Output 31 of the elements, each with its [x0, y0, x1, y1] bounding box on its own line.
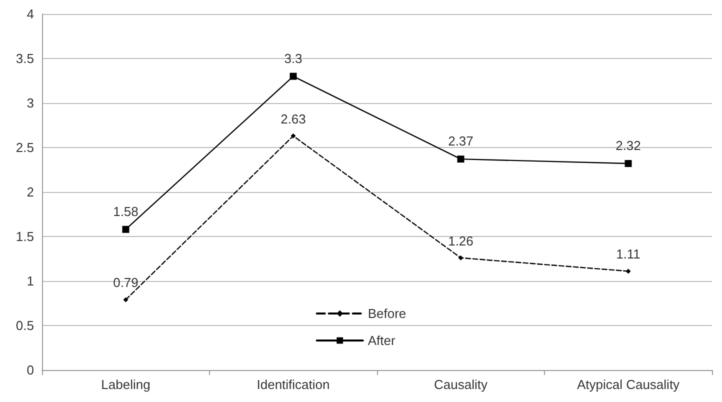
data-label: 1.11 [616, 246, 640, 262]
x-tick-label: Atypical Causality [576, 377, 680, 392]
data-label: 3.3 [284, 50, 302, 66]
y-tick-label: 2.5 [16, 140, 34, 155]
y-tick-label: 4 [26, 6, 34, 22]
y-tick-label: 1 [26, 274, 34, 288]
y-tick-label: 0.5 [16, 318, 34, 333]
x-tick-label: Labeling [101, 377, 150, 392]
point [626, 268, 631, 274]
y-tick-label: 0 [26, 362, 34, 378]
data-label: 2.32 [616, 138, 641, 154]
point [123, 297, 128, 302]
point [290, 133, 296, 138]
y-tick-label: 1.5 [16, 229, 34, 244]
x-tick-label: Identification [256, 377, 330, 392]
y-tick-label: 3 [26, 96, 34, 110]
data-label: 2.37 [448, 134, 474, 149]
point [122, 226, 130, 233]
point [290, 72, 297, 80]
point [457, 156, 464, 163]
data-label: 0.79 [113, 275, 138, 290]
data-label: 2.63 [280, 111, 306, 126]
legend-label: After [368, 333, 396, 348]
x-tick-label: Causality [434, 377, 488, 392]
y-tick-label: 3.5 [16, 51, 34, 66]
y-tick-label: 2 [26, 184, 34, 200]
point [458, 255, 464, 260]
data-label: 1.58 [113, 204, 138, 219]
legend-label: Before [368, 306, 406, 321]
data-label: 1.26 [448, 233, 474, 248]
point [624, 160, 632, 168]
